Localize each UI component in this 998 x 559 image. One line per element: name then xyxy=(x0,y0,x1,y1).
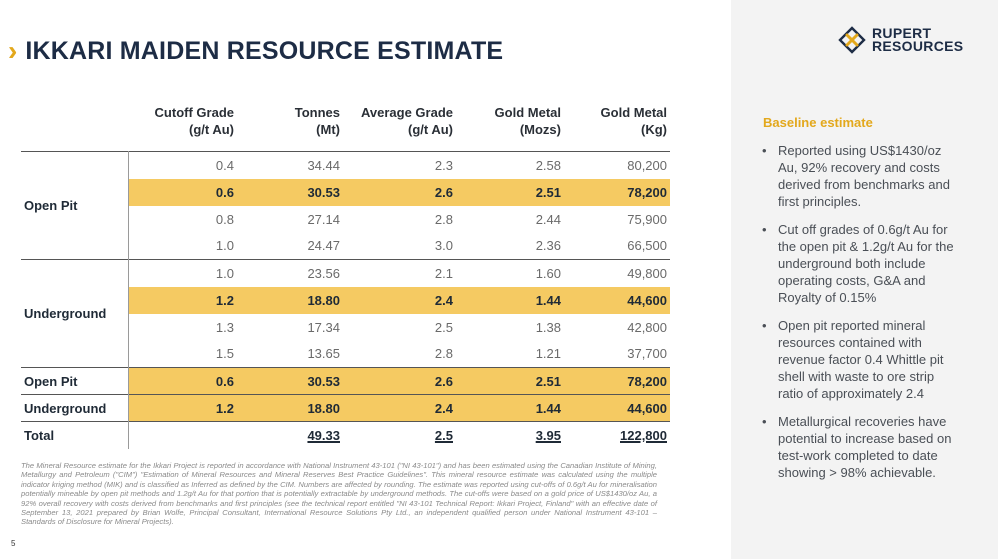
total-row: Total 49.33 2.5 3.95 122,800 xyxy=(21,421,670,449)
cell: 1.21 xyxy=(535,346,561,362)
cell: 0.6 xyxy=(128,367,237,395)
table-header-row: Cutoff Grade (g/t Au) Tonnes (Mt) Average … xyxy=(21,104,670,152)
cell: 78,200 xyxy=(564,178,670,206)
cell: 0.8 xyxy=(215,211,234,227)
cell: 2.58 xyxy=(456,151,564,179)
cell: 44,600 xyxy=(564,286,670,314)
list-item: Open pit reported mineral resources cont… xyxy=(760,317,958,402)
sidebar-heading: Baseline estimate xyxy=(763,115,873,130)
table-row: 1.5 13.65 2.8 1.21 37,700 xyxy=(21,341,670,368)
cell: 24.47 xyxy=(307,238,340,254)
chevron-right-icon: › xyxy=(8,35,18,66)
table-row-highlighted: 0.6 30.53 2.6 2.51 78,200 xyxy=(21,178,670,206)
resource-table: Cutoff Grade (g/t Au) Tonnes (Mt) Average … xyxy=(21,104,670,449)
cell: 17.34 xyxy=(307,319,340,335)
cell: 2.51 xyxy=(456,178,564,206)
cell: 2.6 xyxy=(343,367,456,395)
cell: 2.5 xyxy=(343,421,456,449)
group-label-underground: Underground xyxy=(21,259,129,368)
cell: 80,200 xyxy=(564,151,670,179)
cell: 18.80 xyxy=(237,394,343,422)
cell: 23.56 xyxy=(237,259,343,287)
footnote: The Mineral Resource estimate for the Ik… xyxy=(21,461,657,527)
cell: 49,800 xyxy=(564,259,670,287)
cell: 0.6 xyxy=(128,178,237,206)
header-gold-mozs: Gold Metal (Mozs) xyxy=(494,105,561,137)
cell: 75,900 xyxy=(627,211,667,227)
summary-label: Open Pit xyxy=(21,367,129,395)
company-logo: RUPERT RESOURCES xyxy=(838,26,963,54)
cell: 3.0 xyxy=(434,238,453,254)
list-item: Metallurgical recoveries have potential … xyxy=(760,413,958,481)
cell: 78,200 xyxy=(564,367,670,395)
sidebar-bullets: Reported using US$1430/oz Au, 92% recove… xyxy=(760,142,958,492)
cell: 1.38 xyxy=(535,319,561,335)
cell: 2.51 xyxy=(456,367,564,395)
summary-row-open-pit: Open Pit 0.6 30.53 2.6 2.51 78,200 xyxy=(21,367,670,395)
header-avg-grade: Average Grade (g/t Au) xyxy=(360,105,453,137)
cell: 1.2 xyxy=(128,286,237,314)
cell: 2.3 xyxy=(343,151,456,179)
cell: 34.44 xyxy=(237,151,343,179)
cell: 1.3 xyxy=(215,319,234,335)
page-title: IKKARI MAIDEN RESOURCE ESTIMATE xyxy=(25,36,504,65)
header-gold-kg: Gold Metal (Kg) xyxy=(600,105,667,137)
cell: 2.1 xyxy=(343,259,456,287)
table-row: 0.8 27.14 2.8 2.44 75,900 xyxy=(21,206,670,233)
cell: 2.6 xyxy=(343,178,456,206)
summary-label: Underground xyxy=(21,394,129,422)
header-blank xyxy=(21,104,128,152)
cell: 2.5 xyxy=(434,319,453,335)
list-item: Reported using US$1430/oz Au, 92% recove… xyxy=(760,142,958,210)
table-row: Underground 1.0 23.56 2.1 1.60 49,800 xyxy=(21,259,670,368)
group-label-open-pit: Open Pit xyxy=(21,151,129,260)
cell: 2.8 xyxy=(434,346,453,362)
cell: 2.44 xyxy=(535,211,561,227)
header-tonnes: Tonnes (Mt) xyxy=(294,105,340,137)
cell: 66,500 xyxy=(627,238,667,254)
slide-main: › IKKARI MAIDEN RESOURCE ESTIMATE Cutoff… xyxy=(8,34,670,548)
logo-text: RUPERT RESOURCES xyxy=(872,25,964,54)
page-number: 5 xyxy=(11,539,16,548)
logo-mark-icon xyxy=(838,26,866,54)
cell: 1.44 xyxy=(456,286,564,314)
cell: 30.53 xyxy=(237,367,343,395)
table-row: 1.3 17.34 2.5 1.38 42,800 xyxy=(21,314,670,341)
cell: 1.44 xyxy=(456,394,564,422)
cell: 44,600 xyxy=(564,394,670,422)
cell: 3.95 xyxy=(456,421,564,449)
cell: 18.80 xyxy=(237,286,343,314)
table-row: 1.0 24.47 3.0 2.36 66,500 xyxy=(21,233,670,260)
cell: 1.0 xyxy=(215,238,234,254)
list-item: Cut off grades of 0.6g/t Au for the open… xyxy=(760,221,958,306)
slide-title: › IKKARI MAIDEN RESOURCE ESTIMATE xyxy=(8,34,503,68)
cell: 2.36 xyxy=(535,238,561,254)
cell: 0.4 xyxy=(128,151,237,179)
cell xyxy=(128,421,237,449)
cell: 1.60 xyxy=(456,259,564,287)
cell: 37,700 xyxy=(627,346,667,362)
cell: 27.14 xyxy=(307,211,340,227)
header-cutoff: Cutoff Grade (g/t Au) xyxy=(154,105,234,137)
cell: 30.53 xyxy=(237,178,343,206)
cell: 2.4 xyxy=(343,286,456,314)
cell: 1.5 xyxy=(215,346,234,362)
cell: 42,800 xyxy=(627,319,667,335)
table-row-highlighted: 1.2 18.80 2.4 1.44 44,600 xyxy=(21,286,670,314)
total-label: Total xyxy=(21,421,129,449)
cell: 1.2 xyxy=(128,394,237,422)
summary-row-underground: Underground 1.2 18.80 2.4 1.44 44,600 xyxy=(21,394,670,422)
cell: 2.4 xyxy=(343,394,456,422)
cell: 13.65 xyxy=(307,346,340,362)
table-row: Open Pit 0.4 34.44 2.3 2.58 80,200 xyxy=(21,151,670,260)
cell: 2.8 xyxy=(434,211,453,227)
cell: 1.0 xyxy=(128,259,237,287)
cell: 122,800 xyxy=(564,421,670,449)
cell: 49.33 xyxy=(237,421,343,449)
